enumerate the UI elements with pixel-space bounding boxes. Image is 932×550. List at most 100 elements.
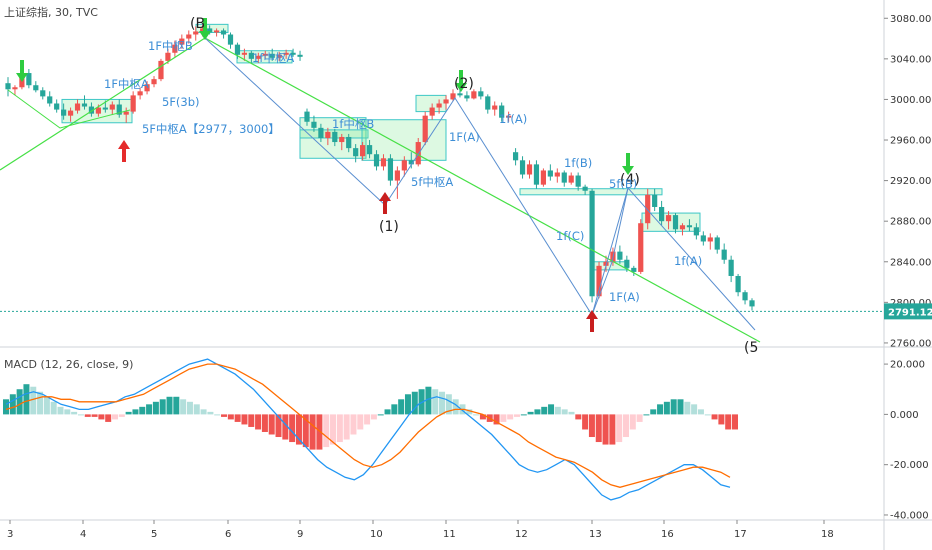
candle xyxy=(339,133,345,151)
candle-body xyxy=(81,103,88,107)
candle xyxy=(26,68,32,89)
candle xyxy=(506,111,512,122)
candle-body xyxy=(262,53,268,56)
candle xyxy=(401,156,407,177)
candle-body xyxy=(464,95,470,99)
macd-histogram-bar xyxy=(582,414,589,430)
candle-body xyxy=(603,261,609,266)
macd-histogram-bar xyxy=(370,414,377,420)
candle xyxy=(193,26,199,41)
macd-histogram-bar xyxy=(609,414,616,445)
candle-body xyxy=(360,145,366,157)
candle-body xyxy=(526,164,533,175)
candle-body xyxy=(373,154,380,167)
candle xyxy=(749,298,755,311)
candle xyxy=(617,245,623,264)
candle xyxy=(304,108,310,126)
macd-histogram-bar xyxy=(3,399,9,415)
macd-histogram-bar xyxy=(248,414,255,427)
macd-histogram-bar xyxy=(445,394,452,415)
time-tick-label: 11 xyxy=(443,529,456,540)
candle-body xyxy=(429,107,435,116)
macd-histogram-bar xyxy=(146,404,153,415)
candle xyxy=(220,28,227,39)
candle-body xyxy=(492,105,498,110)
chart-annotation-zs-1f-b-left: 1F中枢B xyxy=(148,39,193,53)
candle xyxy=(81,95,88,110)
candle-body xyxy=(165,52,171,61)
macd-histogram-bar xyxy=(479,414,486,420)
candle xyxy=(12,85,18,96)
candle-body xyxy=(506,115,512,118)
chart-annotation-f1-b: 1f(B) xyxy=(564,156,592,170)
macd-histogram-bar xyxy=(500,414,507,422)
candle xyxy=(366,140,373,159)
macd-histogram-bar xyxy=(513,414,520,417)
buy-signal-arrow xyxy=(16,60,28,82)
candle-body xyxy=(158,60,164,80)
macd-histogram-bar xyxy=(207,411,214,415)
candle-body xyxy=(624,259,630,268)
trend-line xyxy=(7,89,131,129)
macd-histogram-bar xyxy=(268,414,275,435)
price-tick-label: 2960.000 xyxy=(890,136,932,147)
candle-body xyxy=(332,131,338,143)
candle xyxy=(332,128,338,147)
candle xyxy=(443,95,449,110)
candle xyxy=(603,255,609,272)
candle xyxy=(728,255,734,283)
candle xyxy=(109,101,115,115)
macd-histogram-bar xyxy=(684,401,691,415)
macd-histogram-bar xyxy=(323,414,330,448)
last-price-badge xyxy=(884,303,932,320)
macd-histogram-bar xyxy=(125,411,132,415)
macd-histogram-bar xyxy=(16,389,23,415)
macd-histogram-bar xyxy=(718,414,725,425)
price-tick-label: 3080.000 xyxy=(890,14,932,25)
candle xyxy=(478,87,484,100)
macd-histogram-bar xyxy=(466,409,473,415)
macd-histogram-bar xyxy=(568,411,575,415)
candle-body xyxy=(12,87,18,90)
price-tick-label: 3040.000 xyxy=(890,54,932,65)
candle xyxy=(575,172,581,191)
pivot-zone-box xyxy=(641,212,701,232)
candle xyxy=(213,28,220,37)
candle-body xyxy=(471,91,477,99)
candle-body xyxy=(485,96,491,110)
macd-histogram-bar xyxy=(221,414,228,417)
candle xyxy=(380,154,387,171)
candle xyxy=(721,243,727,264)
candle xyxy=(130,91,136,114)
last-price-label: 2791.121 xyxy=(888,307,932,318)
candle xyxy=(672,213,679,234)
macd-histogram-bar xyxy=(398,399,405,415)
macd-histogram-bar xyxy=(261,414,268,432)
candle xyxy=(742,290,748,305)
candle xyxy=(693,223,699,240)
time-tick-label: 16 xyxy=(661,529,674,540)
candle-body xyxy=(707,237,713,242)
macd-histogram-bar xyxy=(214,414,221,416)
candle-body xyxy=(547,170,553,177)
candle-body xyxy=(339,136,345,143)
candle xyxy=(179,34,185,49)
price-tick-label: 2760.000 xyxy=(890,338,932,349)
candle xyxy=(387,154,394,186)
candle-body xyxy=(255,55,261,59)
macd-tick-label: 0.000 xyxy=(890,410,919,421)
macd-dif-line xyxy=(5,358,731,501)
candle xyxy=(74,99,81,114)
macd-histogram-bar xyxy=(255,414,262,430)
macd-histogram-bar xyxy=(473,414,480,416)
macd-histogram-bar xyxy=(227,414,234,420)
chart-annotation-zs-5f-a-left: 5F中枢A【2977，3000】 xyxy=(142,122,280,136)
candle-body xyxy=(617,251,623,260)
time-tick-label: 12 xyxy=(515,529,528,540)
macd-histogram-bar xyxy=(643,414,650,416)
chart-annotation-f1-a-right: 1f(A) xyxy=(674,254,702,268)
macd-histogram-bar xyxy=(602,414,609,445)
candle xyxy=(269,48,275,61)
candle xyxy=(700,231,706,246)
